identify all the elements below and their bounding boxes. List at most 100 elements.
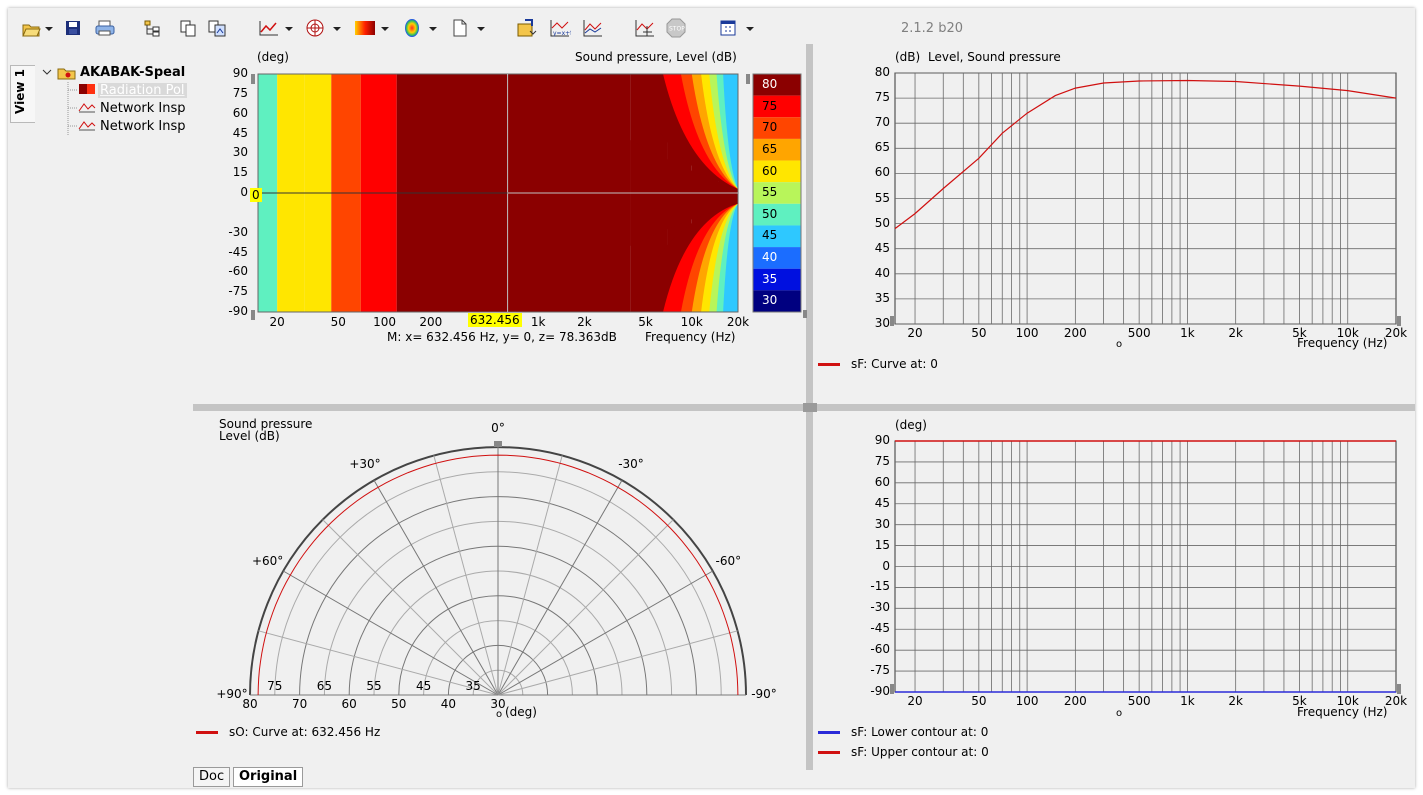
polar-icon[interactable]	[305, 18, 325, 40]
level-y-tick: 40	[874, 265, 890, 280]
network-item-icon	[78, 121, 96, 131]
polar-spoke	[322, 519, 499, 696]
level-legend: sF: Curve at: 0	[851, 357, 938, 371]
open-icon[interactable]	[21, 19, 41, 41]
phase-y-tick: 0	[882, 558, 890, 573]
open-dropdown-icon[interactable]	[45, 27, 53, 31]
balloon-dropdown-icon[interactable]	[429, 27, 437, 31]
line-chart-dropdown-icon[interactable]	[285, 27, 293, 31]
level-x-tick: 2k	[1228, 326, 1243, 340]
level-axis-marker: o	[1116, 339, 1123, 350]
phase-y-tick: -90	[870, 684, 890, 698]
phase-x-tick: 5k	[1292, 694, 1307, 708]
stop-icon[interactable]: STOP	[666, 18, 686, 40]
level-y-tick: 55	[874, 190, 890, 205]
polar-angle-label: -90°	[751, 687, 777, 701]
copy-special-icon[interactable]	[207, 19, 227, 41]
splitter-handle[interactable]	[803, 403, 817, 412]
expand-chevron-icon[interactable]	[40, 64, 52, 78]
tab-original[interactable]: Original	[233, 767, 304, 787]
scale-tick-label: 70	[762, 120, 778, 135]
colormap-x-tick: 10k	[680, 315, 703, 329]
yx-plot-icon[interactable]: y=x+f	[549, 18, 571, 40]
polar-axis-marker: o	[496, 709, 503, 720]
cursor-chart-icon[interactable]	[634, 18, 656, 40]
polar-spoke	[497, 479, 623, 696]
colormap-dropdown-icon[interactable]	[381, 27, 389, 31]
level-x-tick: 200	[1063, 326, 1087, 340]
colormap-x-tick: 100	[373, 315, 396, 329]
phase-upper-swatch	[818, 751, 840, 754]
scale-tick-label: 65	[762, 141, 778, 156]
colormap-y-tick: 15	[232, 165, 248, 180]
polar-legend-swatch	[196, 731, 218, 734]
phase-y-tick: -60	[870, 642, 890, 657]
level-legend-swatch	[818, 363, 840, 366]
tree-item-radiation[interactable]: Radiation Pol	[98, 83, 187, 98]
colormap-y-unit: (deg)	[257, 50, 289, 64]
tree-root-label[interactable]: AKABAK-Speal	[80, 65, 186, 80]
polar-radial-tick: 80	[242, 697, 258, 711]
level-y-tick: 50	[874, 215, 890, 230]
phase-y-tick: 90	[874, 433, 890, 447]
colormap-y-tick: 45	[232, 125, 248, 140]
level-y-tick: 65	[874, 140, 890, 155]
colormap-item-icon	[79, 84, 95, 94]
scale-tick-label: 80	[762, 77, 778, 91]
export-icon[interactable]	[516, 18, 538, 40]
colormap-icon[interactable]	[354, 19, 376, 41]
phase-x-tick: 500	[1127, 694, 1151, 708]
heatmap-axis-band	[630, 193, 738, 246]
level-x-tick: 10k	[1336, 326, 1359, 340]
balloon-icon[interactable]	[402, 18, 422, 40]
svg-text:STOP: STOP	[669, 26, 685, 33]
colormap-y-tick: -90	[228, 304, 248, 318]
polar-angle-label: -60°	[715, 554, 742, 568]
polar-spoke	[373, 479, 499, 696]
polar-radial-tick: 75	[267, 679, 283, 693]
marker-x-label[interactable]: 632.456	[468, 313, 522, 327]
multi-curve-icon[interactable]	[582, 18, 604, 40]
polar-dropdown-icon[interactable]	[333, 27, 341, 31]
scale-frame	[752, 73, 802, 313]
colormap-y-tick: -60	[228, 264, 248, 279]
level-y-tick: 70	[874, 115, 890, 130]
level-title: Level, Sound pressure	[928, 50, 1061, 64]
scale-tick-label: 35	[762, 271, 778, 286]
colormap-y-tick: 60	[232, 105, 248, 120]
copy-icon[interactable]	[179, 19, 197, 41]
phase-x-label: Frequency (Hz)	[1297, 705, 1388, 719]
level-x-tick: 100	[1015, 326, 1039, 340]
colormap-readout: M: x= 632.456 Hz, y= 0, z= 78.363dB	[387, 330, 617, 344]
line-chart-icon[interactable]	[258, 19, 280, 41]
colormap-y-tick: 90	[232, 66, 248, 80]
scale-tick-label: 50	[762, 206, 778, 221]
polar-angle-label: -30°	[618, 456, 644, 471]
window-dropdown-icon[interactable]	[746, 27, 754, 31]
phase-y-tick: 15	[874, 537, 890, 552]
print-icon[interactable]	[95, 19, 115, 41]
window-grid-icon[interactable]	[719, 19, 737, 41]
level-x-tick: 50	[971, 326, 987, 340]
level-y-tick: 35	[874, 290, 890, 305]
phase-x-tick: 1k	[1180, 694, 1195, 708]
tree-item-network-1[interactable]: Network Insp	[100, 101, 186, 116]
level-x-tick: 500	[1127, 326, 1151, 340]
save-icon[interactable]	[64, 19, 82, 41]
tab-doc[interactable]: Doc	[193, 767, 231, 787]
colormap-chart	[251, 73, 807, 320]
tree-icon[interactable]	[143, 19, 161, 41]
phase-y-unit: (deg)	[895, 418, 927, 432]
polar-spoke	[497, 570, 714, 696]
phase-x-tick: 100	[1015, 694, 1039, 708]
blank-doc-icon[interactable]	[452, 18, 468, 40]
view-tab[interactable]: View 1	[10, 65, 35, 123]
phase-y-tick: 45	[874, 495, 890, 510]
scale-cell	[753, 203, 801, 226]
marker-y-label[interactable]: 0	[250, 188, 262, 202]
polar-spoke	[497, 455, 563, 696]
colormap-x-tick: 50	[330, 315, 346, 329]
phase-x-tick: 10k	[1336, 694, 1359, 708]
tree-item-network-2[interactable]: Network Insp	[100, 119, 186, 134]
doc-dropdown-icon[interactable]	[477, 27, 485, 31]
